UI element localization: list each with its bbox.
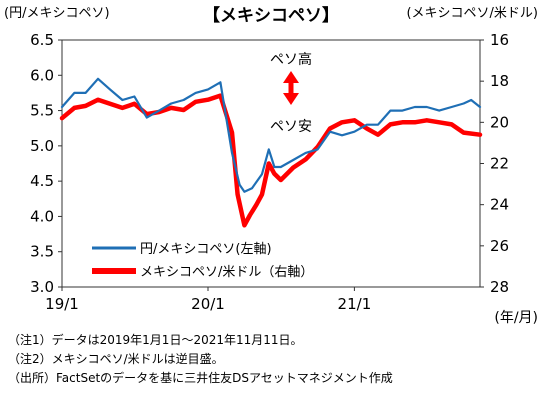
note-1: （注1）データは2019年1月1日～2021年11月11日。 [8,333,303,347]
right-tick-label: 16 [490,31,509,49]
right-tick-label: 18 [490,72,509,90]
chart-title: 【メキシコペソ】 [203,5,339,26]
legend: 円/メキシコペソ(左軸) メキシコペソ/米ドル（右軸） [92,242,313,280]
legend-label-jpy-mxn: 円/メキシコペソ(左軸) [140,242,272,257]
left-axis-label: (円/メキシコペソ) [4,6,110,21]
x-tick-label: 20/1 [191,295,225,313]
double-arrow-icon [283,71,299,105]
left-tick-label: 4.0 [30,207,54,225]
left-tick-label: 5.5 [30,102,54,120]
right-tick-label: 24 [490,196,509,214]
right-axis-label: (メキシコペソ/米ドル) [406,6,538,21]
right-tick-label: 28 [490,278,509,296]
left-tick-label: 3.0 [30,278,54,296]
left-tick-label: 5.0 [30,137,54,155]
legend-label-mxn-usd: メキシコペソ/米ドル（右軸） [140,265,313,280]
series-line-jpy-mxn [60,77,482,193]
left-tick-label: 3.5 [30,243,54,261]
x-unit-label: (年/月) [494,310,538,326]
series-line-mxn-usd [59,93,483,228]
direction-annotation: ペソ高 ペソ安 [270,51,312,135]
x-tick-label: 19/1 [45,295,79,313]
left-tick-label: 6.5 [30,31,54,49]
note-2: （注2）メキシコペソ/米ドルは逆目盛。 [8,352,224,366]
left-tick-label: 6.0 [30,66,54,84]
right-tick-label: 22 [490,155,509,173]
right-tick-label: 20 [490,113,509,131]
annotation-peso-weak: ペソ安 [270,119,312,135]
left-tick-label: 4.5 [30,172,54,190]
annotation-peso-strong: ペソ高 [270,51,312,68]
x-tick-label: 21/1 [338,295,372,313]
right-tick-label: 26 [490,237,509,255]
source-note: （出所）FactSetのデータを基に三井住友DSアセットマネジメント作成 [8,371,393,385]
